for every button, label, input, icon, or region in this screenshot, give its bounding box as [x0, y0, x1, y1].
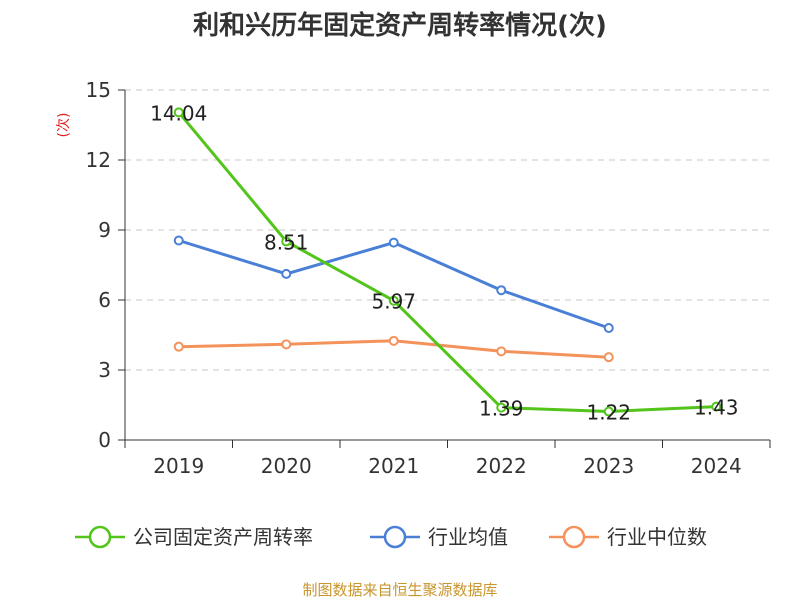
data-label: 1.39 — [479, 397, 524, 421]
y-tick-label: 12 — [86, 148, 111, 172]
axes: 0 3 6 9 12 15 2019 2020 2021 2022 2023 2024 — [86, 78, 771, 478]
legend-label: 行业均值 — [428, 525, 508, 549]
series-line — [177, 111, 717, 413]
x-tick-label: 2023 — [583, 454, 634, 478]
data-point — [173, 107, 184, 118]
series-line — [178, 239, 610, 330]
data-point — [711, 401, 722, 412]
data-point — [388, 335, 399, 346]
data-point — [496, 402, 507, 413]
data-label: 8.51 — [264, 230, 309, 254]
data-label: 1.43 — [694, 396, 739, 420]
y-tick-label: 15 — [86, 78, 111, 102]
x-tick-label: 2022 — [476, 454, 527, 478]
y-tick-label: 3 — [98, 358, 111, 382]
chart-title: 利和兴历年固定资产周转率情况(次) — [193, 10, 607, 41]
data-point — [281, 236, 292, 247]
data-point — [496, 285, 507, 296]
data-point — [603, 406, 614, 417]
y-tick-label: 0 — [98, 428, 111, 452]
x-tick-label: 2024 — [691, 454, 742, 478]
data-point — [281, 268, 292, 279]
data-label: 1.22 — [586, 401, 631, 425]
data-point — [603, 323, 614, 333]
data-point — [496, 346, 507, 357]
data-point — [173, 341, 184, 352]
data-point — [388, 295, 399, 306]
legend: 公司固定资产周转率 行业均值 行业中位数 — [75, 525, 707, 549]
data-label: 5.97 — [371, 290, 416, 314]
data-point — [603, 352, 614, 363]
x-tick-label: 2019 — [153, 454, 204, 478]
x-tick-label: 2021 — [368, 454, 419, 478]
data-label: 14.04 — [150, 101, 207, 125]
legend-label: 行业中位数 — [607, 525, 707, 549]
legend-swatch-marker — [562, 525, 586, 549]
x-tick-label: 2020 — [261, 454, 312, 478]
legend-swatch-marker — [383, 525, 407, 549]
y-tick-label: 9 — [98, 218, 111, 242]
legend-swatch-marker — [88, 525, 112, 549]
data-point — [281, 339, 292, 350]
data-point — [388, 237, 399, 248]
legend-label: 公司固定资产周转率 — [133, 525, 313, 549]
source-note: 制图数据来自恒生聚源数据库 — [302, 581, 497, 599]
y-tick-label: 6 — [98, 288, 111, 312]
series-group — [173, 107, 722, 417]
data-point — [173, 235, 184, 246]
gridlines — [125, 89, 770, 371]
data-labels: 14.04 8.51 5.97 1.39 1.22 1.43 — [150, 101, 738, 424]
y-axis-label: (次) — [56, 113, 72, 138]
